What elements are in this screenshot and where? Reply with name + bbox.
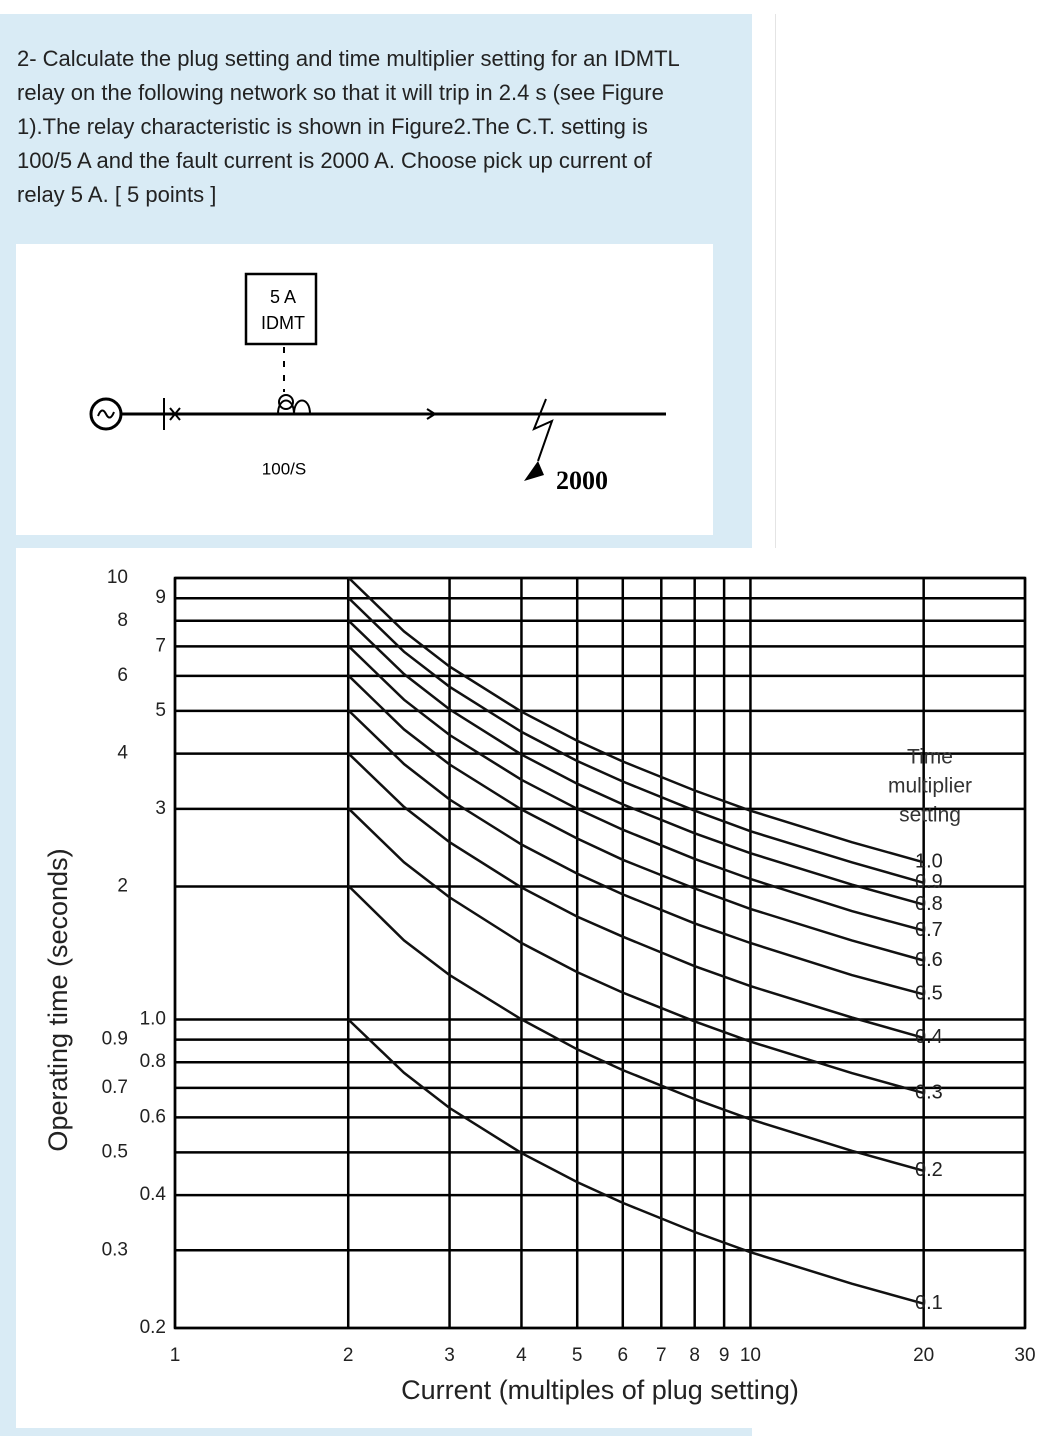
curve-label: 0.7 <box>915 919 943 941</box>
y-tick-label: 0.8 <box>140 1051 166 1072</box>
x-tick-label: 3 <box>444 1345 455 1366</box>
y-tick-label: 4 <box>117 743 128 764</box>
x-tick-label: 4 <box>516 1345 527 1366</box>
y-tick-label: 0.7 <box>102 1077 128 1098</box>
curve <box>347 752 925 1040</box>
breaker-cross <box>169 407 181 421</box>
panel-edge <box>0 548 16 1436</box>
source-symbol <box>97 409 115 419</box>
y-tick-label: 3 <box>155 798 166 819</box>
x-tick-label: 30 <box>1014 1345 1035 1366</box>
fault-current: 2000 <box>556 466 608 495</box>
curve <box>347 709 925 996</box>
curve <box>347 1018 925 1305</box>
curve <box>347 596 925 885</box>
curve <box>347 674 925 962</box>
curve <box>347 807 925 1095</box>
annotation: Time <box>907 746 953 769</box>
y-tick-label: 8 <box>117 610 128 631</box>
curve-label: 0.1 <box>915 1292 943 1314</box>
y-tick-label: 0.5 <box>102 1141 128 1162</box>
x-axis-title: Current (multiples of plug setting) <box>401 1375 799 1405</box>
x-tick-label: 20 <box>913 1345 934 1366</box>
y-tick-label: 0.4 <box>140 1184 167 1205</box>
y-tick-label: 7 <box>155 635 166 656</box>
curve-label: 0.5 <box>915 983 943 1005</box>
fault-symbol <box>532 398 554 462</box>
x-tick-label: 10 <box>740 1345 761 1366</box>
curve <box>347 619 925 906</box>
curve-label: 1.0 <box>915 851 943 873</box>
separator <box>775 14 776 548</box>
x-tick-label: 8 <box>689 1345 700 1366</box>
curve-label: 0.8 <box>915 893 943 915</box>
y-tick-label: 1.0 <box>140 1008 166 1029</box>
curve-label: 0.9 <box>915 871 943 893</box>
y-tick-label: 2 <box>117 876 128 897</box>
y-tick-label: 0.9 <box>102 1029 128 1050</box>
curve <box>347 884 925 1173</box>
panel-edge <box>0 1428 752 1436</box>
ct-coil <box>277 399 311 415</box>
x-tick-label: 6 <box>617 1345 628 1366</box>
x-tick-label: 1 <box>170 1345 181 1366</box>
y-tick-label: 0.6 <box>140 1106 166 1127</box>
y-axis-title: Operating time (seconds) <box>43 848 73 1151</box>
ct-ring <box>278 394 294 410</box>
curve <box>347 644 925 932</box>
figure-1: 5 A IDMT 100/S 2000 <box>16 244 713 535</box>
relay-type: IDMT <box>261 313 305 333</box>
y-tick-label: 9 <box>155 587 166 608</box>
curve-label: 0.2 <box>915 1159 943 1181</box>
x-tick-label: 5 <box>572 1345 583 1366</box>
x-tick-label: 9 <box>719 1345 730 1366</box>
plot-frame <box>173 576 1027 1330</box>
y-tick-label: 10 <box>107 567 128 588</box>
flow-arrow <box>421 408 437 420</box>
curve-label: 0.3 <box>915 1081 943 1103</box>
relay-rating: 5 A <box>270 287 296 307</box>
curve <box>347 576 925 864</box>
y-tick-label: 0.2 <box>140 1317 166 1338</box>
annotation: multiplier <box>888 775 972 798</box>
y-tick-label: 5 <box>155 700 166 721</box>
x-tick-label: 7 <box>656 1345 667 1366</box>
curve-label: 0.4 <box>915 1026 943 1048</box>
x-tick-label: 2 <box>343 1345 354 1366</box>
ct-label: 100/S <box>262 459 306 478</box>
annotation: setting <box>899 804 961 827</box>
y-tick-label: 6 <box>117 665 128 686</box>
relay-box <box>244 272 318 346</box>
figure-background <box>16 244 713 535</box>
curve-label: 0.6 <box>915 949 943 971</box>
fault-arrowhead <box>524 461 544 481</box>
y-tick-label: 0.3 <box>102 1239 128 1260</box>
question-text: 2- Calculate the plug setting and time m… <box>17 46 679 207</box>
